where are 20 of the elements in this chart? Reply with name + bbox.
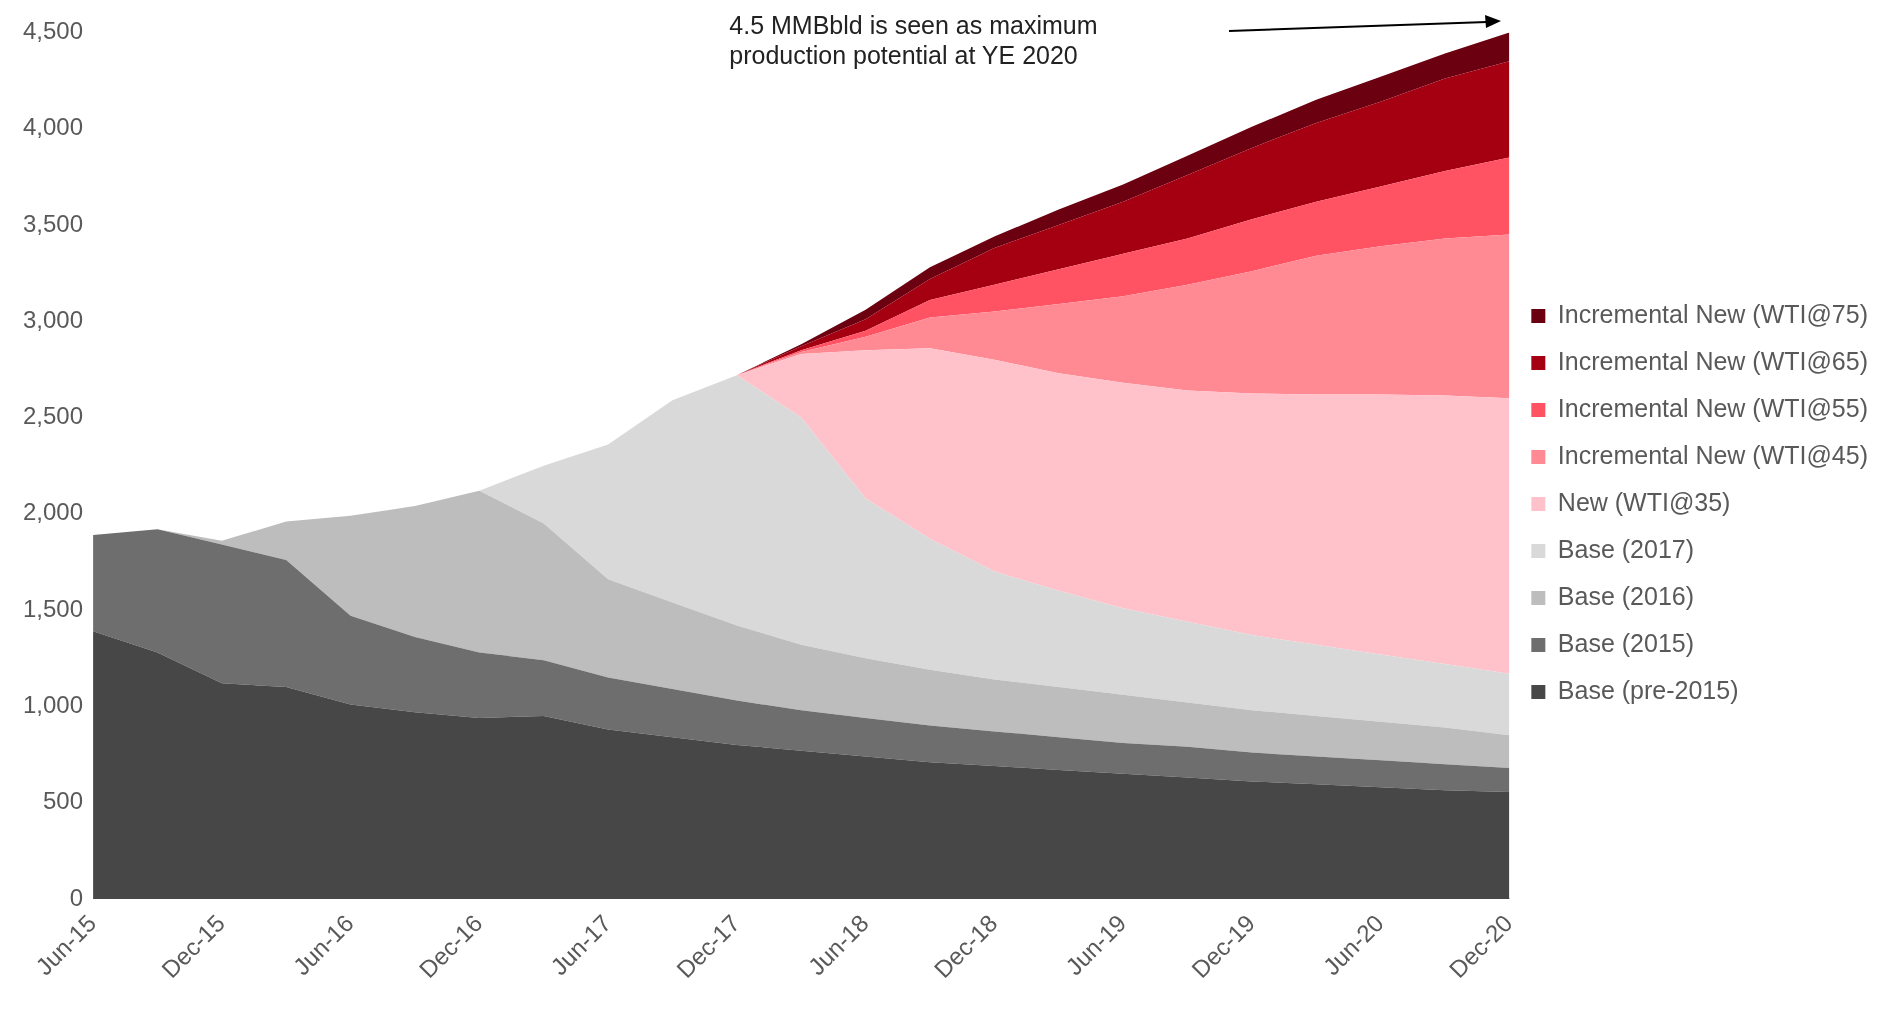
y-tick-label: 1,000 (23, 690, 84, 718)
legend-label: New (WTI@35) (1557, 487, 1731, 516)
legend-label: Base (pre-2015) (1557, 675, 1739, 704)
y-tick-label: 1,500 (23, 594, 84, 622)
y-tick-label: 3,500 (23, 209, 84, 237)
legend-label: Base (2015) (1557, 628, 1695, 657)
legend-label: Base (2017) (1557, 534, 1695, 563)
legend-label: Incremental New (WTI@65) (1557, 346, 1868, 375)
legend-label: Incremental New (WTI@75) (1557, 299, 1868, 328)
legend-label: Incremental New (WTI@55) (1557, 393, 1868, 422)
legend-label: Incremental New (WTI@45) (1557, 440, 1868, 469)
y-tick-label: 500 (43, 787, 84, 815)
annotation: 4.5 MMBbld is seen as maximum production potential at YE 2020 (729, 10, 1099, 70)
y-tick-label: 3,000 (23, 305, 84, 333)
y-tick-label: 0 (69, 883, 84, 911)
legend-label: Base (2016) (1557, 581, 1695, 610)
y-tick-label: 4,000 (23, 113, 84, 141)
y-tick-label: 2,000 (23, 498, 84, 526)
y-tick-label: 2,500 (23, 402, 84, 430)
y-tick-label: 4,500 (23, 17, 84, 45)
